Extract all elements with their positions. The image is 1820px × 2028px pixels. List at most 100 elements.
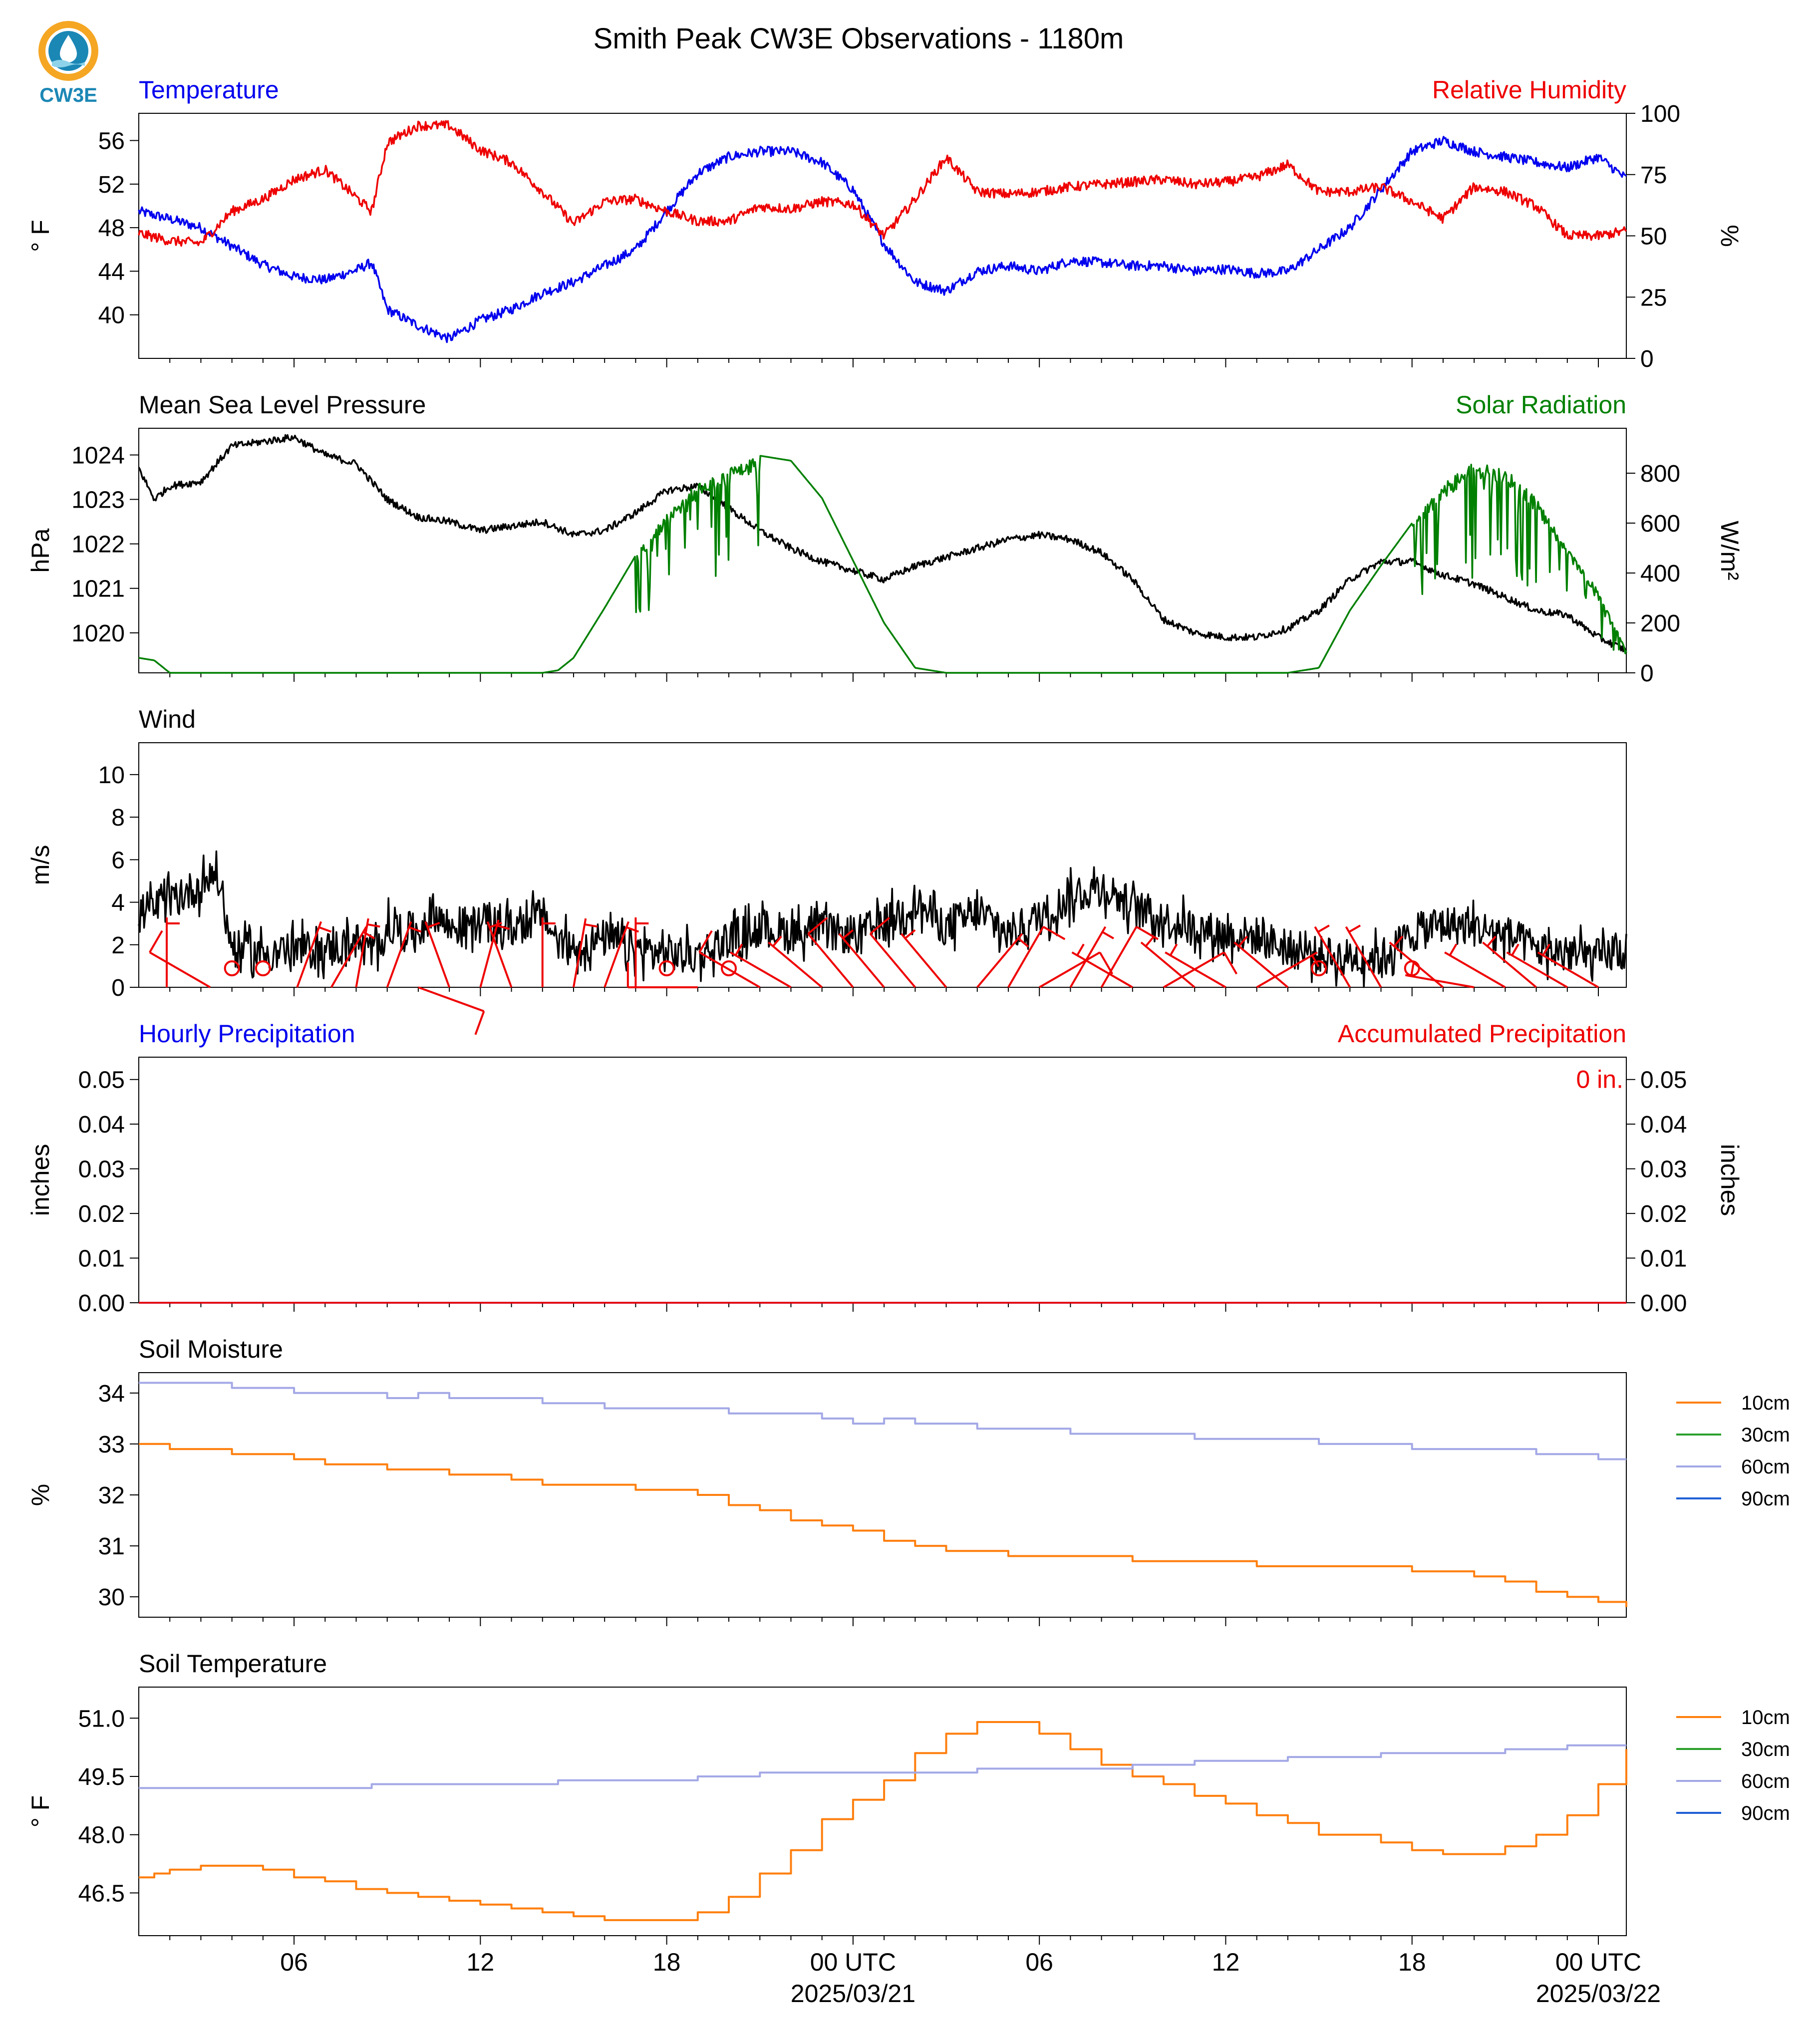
wind-barb-calm [658, 960, 675, 976]
wind-barb-half-feather [842, 929, 854, 939]
wind-barb-half-feather [734, 943, 743, 956]
wind-barb [698, 930, 761, 988]
wind-barb-half-feather [1169, 943, 1178, 956]
axes-frame [138, 1687, 1627, 1936]
wind-barb [479, 919, 510, 988]
series-solar-radiation [138, 455, 1627, 674]
wind-barb-staff [838, 933, 885, 988]
y-tick-label-left: 40 [98, 302, 125, 329]
y-tick-label-right: 0.03 [1640, 1157, 1687, 1183]
wind-barb [1482, 935, 1537, 988]
series-relative-humidity [138, 120, 1627, 247]
wind-barb-feather [474, 1011, 485, 1035]
wind-barb-half-feather [1017, 937, 1029, 948]
wind-barb-half-feather [1410, 963, 1415, 977]
wind-barb [1345, 924, 1382, 988]
y-tick-label-left: 48.0 [78, 1822, 125, 1849]
y-tick-label-left: 6 [111, 847, 125, 873]
y-tick-label-left: 1021 [71, 576, 125, 602]
wind-barb [1071, 943, 1133, 988]
panel-soil-moisture: Soil Moisture 30 31 32 33 34% 10cm 30cm 60cm 90cm [26, 1335, 1790, 1626]
logo-text: CW3E [39, 84, 97, 106]
wind-barb [573, 918, 598, 988]
y-tick-label-right: 100 [1640, 101, 1680, 127]
y-tick-label-left: 1024 [71, 442, 125, 469]
wind-barb [1537, 943, 1599, 988]
y-tick-label-left: 8 [111, 805, 125, 831]
x-tick-label: 18 [653, 1948, 681, 1976]
legend-label: 10cm [1741, 1392, 1790, 1414]
y-tick-label-left: 31 [98, 1533, 125, 1560]
y-axis-label-right: W/m² [1716, 521, 1744, 580]
wind-barb-half-feather [1076, 943, 1085, 956]
x-date-label: 2025/03/21 [791, 1980, 915, 2008]
wind-barb [149, 930, 211, 988]
y-tick-label-right: 0.00 [1640, 1290, 1687, 1317]
wind-barb-half-feather [1238, 935, 1248, 947]
accumulated-total-label: 0 in. [1576, 1066, 1623, 1094]
y-axis-label-left: inches [26, 1144, 54, 1216]
wind-barb-staff [730, 951, 792, 988]
wind-barb [807, 917, 854, 988]
wind-barb-half-feather [1393, 935, 1404, 947]
panel-soil-temperature: Soil Temperature 06 12 18 00 UTC 06 12 18 00 UTC… [26, 1650, 1790, 2008]
series-60cm [139, 1744, 1626, 1789]
series-mean-sea-level-pressure [138, 434, 1627, 653]
x-tick-label: 06 [1025, 1948, 1053, 1976]
y-tick-label-right: 0.04 [1640, 1112, 1687, 1138]
series-wind [138, 850, 1627, 988]
wind-barb-staff [869, 933, 916, 988]
wind-barb-staff [604, 921, 629, 988]
wind-barb-half-feather [1449, 943, 1458, 956]
y-axis-label-left: % [26, 1484, 54, 1506]
wind-barb-half-feather [367, 923, 380, 928]
wind-barb [869, 917, 916, 988]
x-tick-label: 18 [1398, 1948, 1426, 1976]
wind-barb [1140, 935, 1196, 988]
y-tick-label-right: 800 [1640, 461, 1680, 487]
legend-label: 60cm [1741, 1456, 1790, 1478]
y-tick-label-left: 0.00 [78, 1290, 125, 1317]
panel-title-left: Temperature [139, 76, 279, 104]
wind-barb-half-feather [1145, 935, 1155, 947]
legend: 10cm 30cm 60cm 90cm [1676, 1707, 1790, 1824]
wind-barb-half-feather [1511, 943, 1519, 956]
cw3e-logo: CW3E [38, 21, 98, 106]
x-tick-label: 06 [280, 1948, 308, 1976]
wind-barb [1506, 943, 1568, 988]
wind-barb [296, 921, 332, 988]
series-10cm [139, 1721, 1627, 1921]
wind-barb-staff [901, 933, 947, 988]
x-tick-label: 00 UTC [810, 1948, 896, 1976]
panel-title-left: Hourly Precipitation [139, 1020, 355, 1048]
wind-barb [418, 986, 485, 1035]
wind-barb-staff [1069, 926, 1107, 988]
wind-barb [634, 917, 649, 987]
panel-mean-sea-level-pressure: Mean Sea Level Pressure Solar Radiation 10… [26, 391, 1744, 687]
y-tick-label-left: 46.5 [78, 1880, 125, 1907]
y-tick-label-left: 34 [98, 1381, 125, 1407]
y-tick-label-left: 1023 [71, 487, 125, 514]
legend-label: 90cm [1741, 1488, 1790, 1510]
wind-barb [386, 921, 422, 988]
wind-barb [486, 921, 513, 988]
wind-barb-feather [149, 930, 163, 953]
wind-barb-half-feather [1102, 931, 1114, 939]
y-tick-label-left: 0.05 [78, 1067, 125, 1094]
legend: 10cm 30cm 60cm 90cm [1676, 1392, 1790, 1510]
y-tick-label-right: 400 [1640, 561, 1680, 587]
wind-barb [1165, 943, 1226, 988]
wind-barb-staff [1100, 926, 1138, 988]
legend-label: 60cm [1741, 1770, 1790, 1792]
y-tick-label-left: 0.04 [78, 1112, 125, 1138]
wind-barb-staff [149, 951, 211, 988]
panel-title-right: Accumulated Precipitation [1338, 1020, 1626, 1048]
wind-barb-calm [224, 960, 240, 976]
y-tick-label-left: 49.5 [78, 1764, 125, 1790]
wind-barb-half-feather [584, 923, 598, 928]
wind-barb-staff [807, 933, 854, 988]
wind-barb [976, 933, 1029, 988]
wind-barb [424, 921, 451, 988]
panel-title-right: Solar Radiation [1456, 391, 1626, 419]
